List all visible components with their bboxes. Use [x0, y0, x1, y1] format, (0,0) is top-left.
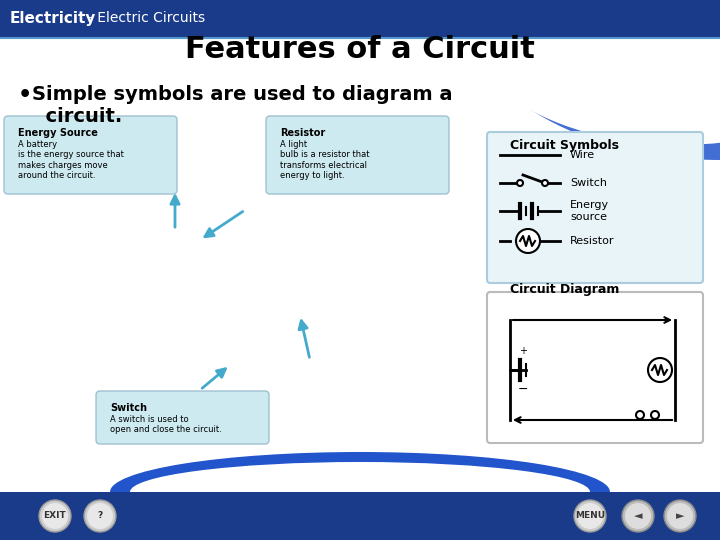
- Text: −: −: [518, 383, 528, 396]
- Circle shape: [516, 229, 540, 253]
- Circle shape: [648, 358, 672, 382]
- Circle shape: [625, 503, 651, 529]
- Ellipse shape: [130, 462, 590, 522]
- Circle shape: [39, 500, 71, 532]
- Text: A light
bulb is a resistor that
transforms electrical
energy to light.: A light bulb is a resistor that transfor…: [280, 140, 369, 180]
- Circle shape: [622, 500, 654, 532]
- FancyBboxPatch shape: [4, 116, 177, 194]
- Text: EXIT: EXIT: [44, 511, 66, 521]
- Text: ►: ►: [676, 511, 684, 521]
- Text: +: +: [519, 346, 527, 356]
- FancyBboxPatch shape: [266, 116, 449, 194]
- Text: Circuit Diagram: Circuit Diagram: [510, 284, 620, 296]
- Circle shape: [577, 503, 603, 529]
- Text: Energy
source: Energy source: [570, 200, 609, 222]
- Text: Circuit Symbols: Circuit Symbols: [510, 138, 619, 152]
- Text: Switch: Switch: [110, 403, 147, 413]
- Circle shape: [42, 503, 68, 529]
- Text: Resistor: Resistor: [570, 236, 614, 246]
- Text: Resistor: Resistor: [280, 128, 325, 138]
- Text: Energy Source: Energy Source: [18, 128, 98, 138]
- Circle shape: [542, 180, 548, 186]
- Circle shape: [84, 500, 116, 532]
- Ellipse shape: [110, 452, 610, 532]
- Text: Features of a Circuit: Features of a Circuit: [185, 36, 535, 64]
- Text: A switch is used to
open and close the circuit.: A switch is used to open and close the c…: [110, 415, 222, 434]
- FancyBboxPatch shape: [0, 0, 720, 37]
- Circle shape: [664, 500, 696, 532]
- Circle shape: [636, 411, 644, 419]
- Text: ◄: ◄: [634, 511, 642, 521]
- Text: Electricity: Electricity: [10, 11, 96, 26]
- Circle shape: [517, 180, 523, 186]
- FancyBboxPatch shape: [487, 132, 703, 283]
- Circle shape: [651, 411, 659, 419]
- Circle shape: [667, 503, 693, 529]
- FancyBboxPatch shape: [487, 292, 703, 443]
- Ellipse shape: [450, 0, 720, 145]
- Text: Switch: Switch: [570, 178, 607, 188]
- FancyBboxPatch shape: [96, 391, 269, 444]
- Ellipse shape: [460, 0, 720, 160]
- Text: Wire: Wire: [570, 150, 595, 160]
- Text: MENU: MENU: [575, 511, 605, 521]
- Text: •: •: [18, 85, 32, 105]
- FancyBboxPatch shape: [0, 492, 720, 540]
- Text: ?: ?: [97, 511, 103, 521]
- Text: A battery
is the energy source that
makes charges move
around the circuit.: A battery is the energy source that make…: [18, 140, 124, 180]
- Circle shape: [87, 503, 113, 529]
- Text: Simple symbols are used to diagram a
  circuit.: Simple symbols are used to diagram a cir…: [32, 85, 452, 126]
- Text: - Electric Circuits: - Electric Circuits: [88, 11, 205, 25]
- Circle shape: [574, 500, 606, 532]
